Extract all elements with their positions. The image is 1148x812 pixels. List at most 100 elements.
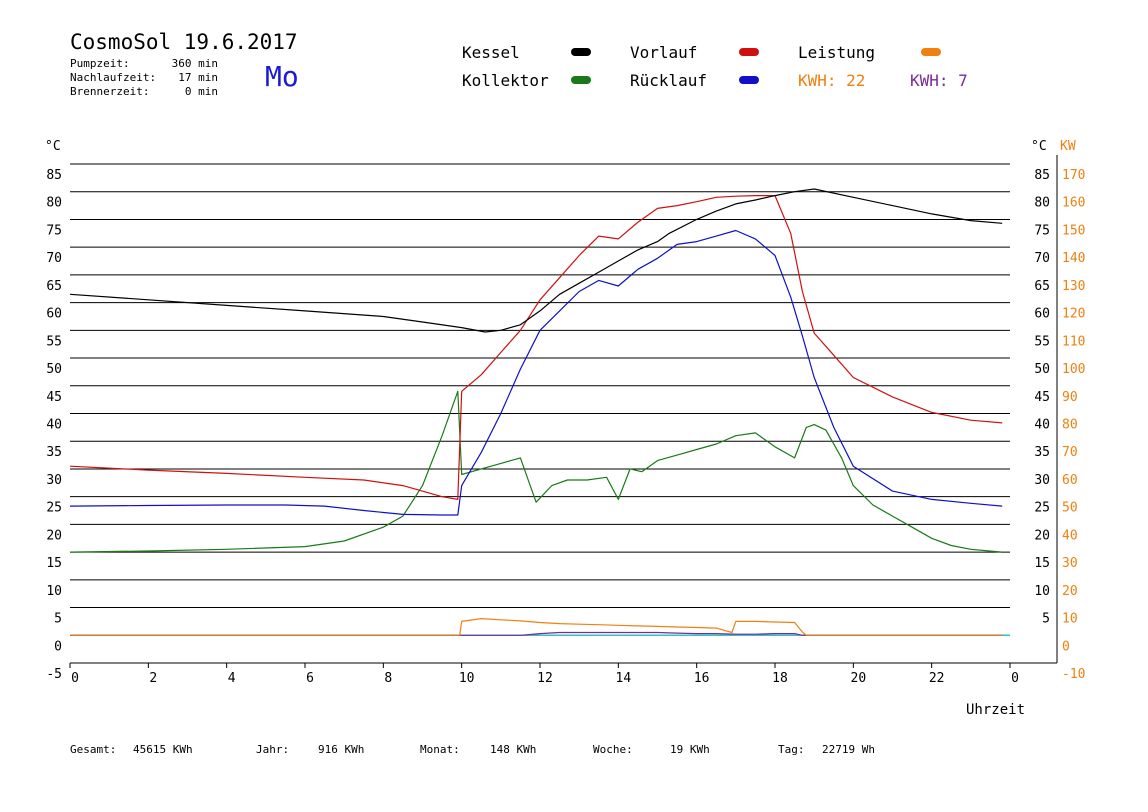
x-axis-label: Uhrzeit <box>966 702 1025 718</box>
legend-kollektor-label: Kollektor <box>462 71 549 90</box>
y-tick-right-c: 20 <box>1034 528 1050 543</box>
y-tick-left: 15 <box>46 556 62 571</box>
meta-brennerzeit: Brennerzeit: 0 min <box>70 85 218 98</box>
y-tick-right-kw: 150 <box>1062 223 1085 238</box>
y-unit-right-kw: KW <box>1060 139 1076 154</box>
x-tick-label: 20 <box>851 671 867 686</box>
footer-tag-label: Tag: <box>778 743 805 756</box>
y-tick-right-c: 60 <box>1034 307 1050 322</box>
y-tick-right-kw: 130 <box>1062 279 1085 294</box>
series-lines <box>69 188 1010 636</box>
meta-pumpzeit: Pumpzeit: 360 min <box>70 57 218 70</box>
y-tick-left: 65 <box>46 279 62 294</box>
y-tick-right-kw: 110 <box>1062 334 1085 349</box>
y-tick-left: 80 <box>46 196 62 211</box>
y-tick-right-kw: 0 <box>1062 639 1070 654</box>
y-tick-left: -5 <box>46 667 62 682</box>
y-tick-right-c: 15 <box>1034 556 1050 571</box>
y-tick-right-c: 10 <box>1034 584 1050 599</box>
y-tick-left: 0 <box>54 639 62 654</box>
legend-ruecklauf-label: Rücklauf <box>630 71 708 90</box>
footer-jahr-label: Jahr: <box>256 743 290 756</box>
y-tick-right-c: 80 <box>1034 196 1050 211</box>
y-tick-right-c: 75 <box>1034 223 1050 238</box>
footer-jahr-value: 916 KWh <box>318 743 365 756</box>
x-tick-label: 22 <box>929 671 945 686</box>
tick-labels: 8580757065605550454035302520151050-58580… <box>46 168 1085 686</box>
y-tick-right-kw: -10 <box>1062 667 1085 682</box>
x-tick-label: 16 <box>694 671 710 686</box>
y-tick-right-kw: 80 <box>1062 418 1078 433</box>
y-tick-right-kw: 40 <box>1062 528 1078 543</box>
x-tick-label: 12 <box>537 671 553 686</box>
legend-leistung-label: Leistung <box>798 43 876 62</box>
legend-vorlauf-swatch <box>739 48 759 56</box>
grid <box>69 163 1011 668</box>
footer-gesamt-value: 45615 KWh <box>133 743 193 756</box>
x-tick-label: 10 <box>459 671 475 686</box>
y-tick-right-kw: 10 <box>1062 612 1078 627</box>
footer-gesamt-label: Gesamt: <box>70 743 117 756</box>
x-tick-label: 0 <box>1011 671 1019 686</box>
y-tick-right-c: 40 <box>1034 418 1050 433</box>
y-tick-left: 70 <box>46 251 62 266</box>
footer-woche-label: Woche: <box>593 743 633 756</box>
chart-title: CosmoSol 19.6.2017 <box>70 30 298 54</box>
legend-leistung-swatch <box>921 48 941 56</box>
x-tick-label: 4 <box>228 671 236 686</box>
y-tick-right-kw: 90 <box>1062 390 1078 405</box>
series-vorlauf-line <box>69 195 1003 500</box>
x-tick-label: 18 <box>772 671 788 686</box>
legend-vorlauf-label: Vorlauf <box>630 43 698 62</box>
series-leistung-line <box>70 617 1003 636</box>
y-tick-right-c: 65 <box>1034 279 1050 294</box>
footer-tag-value: 22719 Wh <box>822 743 875 756</box>
footer-monat-label: Monat: <box>420 743 460 756</box>
x-tick-label: 6 <box>306 671 314 686</box>
y-tick-right-c: 85 <box>1034 168 1050 183</box>
y-tick-right-kw: 50 <box>1062 501 1078 516</box>
legend-kessel-swatch <box>571 48 591 56</box>
y-tick-right-kw: 30 <box>1062 556 1078 571</box>
y-tick-right-kw: 120 <box>1062 307 1085 322</box>
legend-ruecklauf-swatch <box>739 76 759 84</box>
y-tick-left: 50 <box>46 362 62 377</box>
legend-kessel-label: Kessel <box>462 43 520 62</box>
y-tick-right-c: 25 <box>1034 501 1050 516</box>
y-tick-left: 20 <box>46 528 62 543</box>
y-tick-left: 5 <box>54 612 62 627</box>
meta-value: 17 min <box>178 71 218 84</box>
y-tick-right-c: 55 <box>1034 334 1050 349</box>
meta-label: Nachlaufzeit: <box>70 71 157 84</box>
x-tick-label: 8 <box>384 671 392 686</box>
y-tick-right-kw: 70 <box>1062 445 1078 460</box>
y-tick-right-kw: 100 <box>1062 362 1085 377</box>
y-tick-right-kw: 140 <box>1062 251 1085 266</box>
meta-value: 360 min <box>171 57 218 70</box>
y-tick-left: 75 <box>46 223 62 238</box>
y-tick-right-c: 35 <box>1034 445 1050 460</box>
y-tick-left: 60 <box>46 307 62 322</box>
y-tick-left: 30 <box>46 473 62 488</box>
y-tick-right-kw: 170 <box>1062 168 1085 183</box>
y-tick-right-kw: 60 <box>1062 473 1078 488</box>
y-tick-right-c: 30 <box>1034 473 1050 488</box>
y-tick-left: 10 <box>46 584 62 599</box>
series-ruecklauf-line <box>69 229 1003 516</box>
x-tick-label: 2 <box>149 671 157 686</box>
series-kwh2-line <box>70 631 1003 636</box>
y-unit-right-c: °C <box>1031 139 1047 154</box>
y-tick-left: 55 <box>46 334 62 349</box>
series-kessel-line <box>69 188 1003 333</box>
y-tick-left: 85 <box>46 168 62 183</box>
y-tick-right-kw: 160 <box>1062 196 1085 211</box>
weekday-label: Mo <box>265 60 299 93</box>
axes: °C °C KW Uhrzeit <box>45 139 1076 718</box>
meta-label: Brennerzeit: <box>70 85 150 98</box>
x-tick-label: 0 <box>71 671 79 686</box>
y-tick-left: 45 <box>46 390 62 405</box>
legend-kwh1: KWH: 22 <box>798 71 866 90</box>
footer-monat-value: 148 KWh <box>490 743 537 756</box>
y-unit-left: °C <box>45 139 61 154</box>
